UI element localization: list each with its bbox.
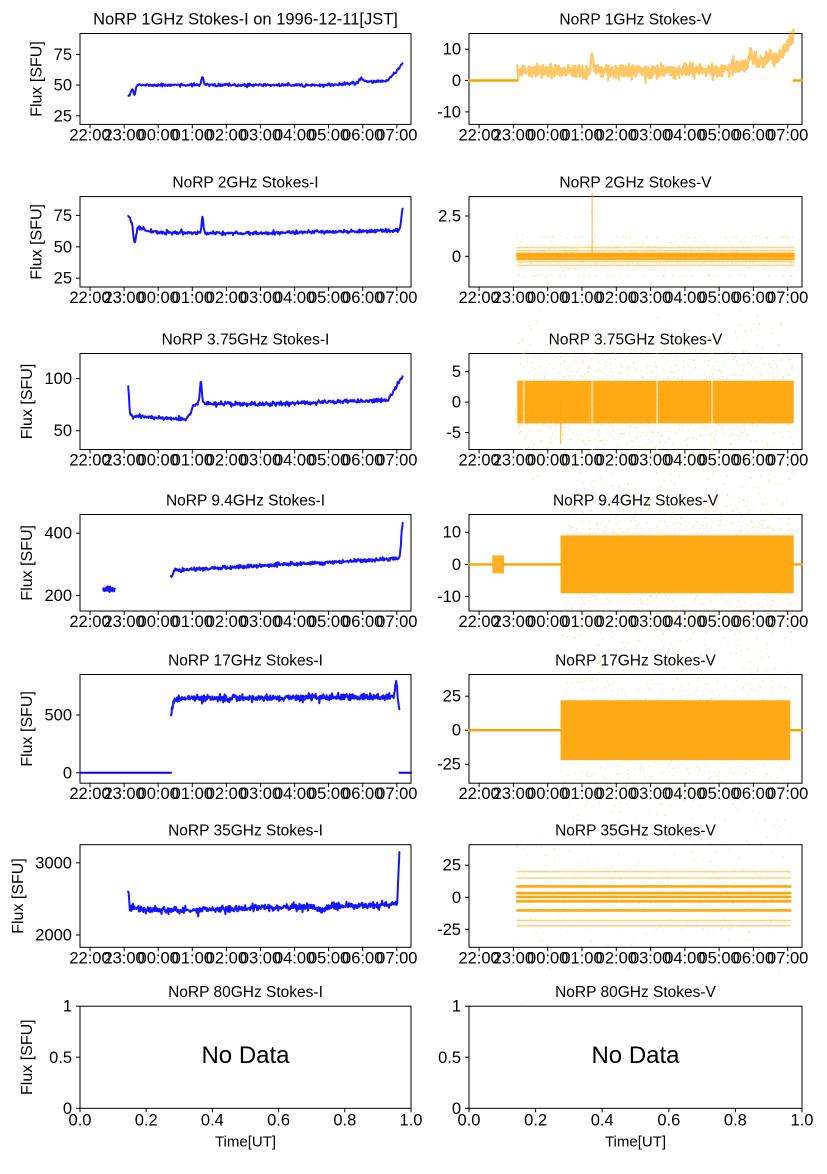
svg-text:07:00: 07:00 xyxy=(376,785,417,803)
svg-text:0.5: 0.5 xyxy=(438,1049,461,1067)
svg-text:25: 25 xyxy=(54,107,72,125)
svg-text:NoRP 2GHz Stokes-I: NoRP 2GHz Stokes-I xyxy=(172,175,318,192)
svg-text:Flux [SFU]: Flux [SFU] xyxy=(19,525,36,601)
svg-text:07:00: 07:00 xyxy=(767,452,808,470)
svg-text:-25: -25 xyxy=(437,756,461,774)
svg-text:0.0: 0.0 xyxy=(69,1111,92,1129)
svg-text:07:00: 07:00 xyxy=(376,452,417,470)
svg-text:0.2: 0.2 xyxy=(524,1111,547,1129)
svg-text:2000: 2000 xyxy=(35,927,72,945)
svg-text:0.2: 0.2 xyxy=(135,1111,158,1129)
svg-text:1.0: 1.0 xyxy=(791,1111,814,1129)
svg-text:400: 400 xyxy=(44,525,72,543)
svg-text:75: 75 xyxy=(54,207,72,225)
svg-text:25: 25 xyxy=(443,857,461,875)
svg-text:Time[UT]: Time[UT] xyxy=(215,1133,276,1150)
svg-text:10: 10 xyxy=(443,524,461,542)
svg-text:100: 100 xyxy=(44,370,72,388)
svg-text:Flux [SFU]: Flux [SFU] xyxy=(19,364,36,440)
svg-text:25: 25 xyxy=(54,270,72,288)
svg-text:-10: -10 xyxy=(437,588,461,606)
svg-text:-5: -5 xyxy=(446,424,461,442)
svg-text:No Data: No Data xyxy=(201,1042,290,1069)
svg-text:07:00: 07:00 xyxy=(767,126,808,144)
svg-text:Flux [SFU]: Flux [SFU] xyxy=(19,691,36,767)
svg-text:07:00: 07:00 xyxy=(767,949,808,967)
svg-text:0: 0 xyxy=(452,248,461,266)
svg-text:0: 0 xyxy=(452,72,461,90)
svg-text:NoRP 9.4GHz Stokes-I: NoRP 9.4GHz Stokes-I xyxy=(166,493,325,510)
svg-text:NoRP 35GHz Stokes-I: NoRP 35GHz Stokes-I xyxy=(168,823,323,840)
svg-text:07:00: 07:00 xyxy=(376,126,417,144)
svg-text:NoRP 1GHz Stokes-V: NoRP 1GHz Stokes-V xyxy=(559,12,712,29)
svg-text:200: 200 xyxy=(44,587,72,605)
svg-text:Flux [SFU]: Flux [SFU] xyxy=(28,41,45,117)
svg-text:0: 0 xyxy=(452,889,461,907)
svg-text:0.4: 0.4 xyxy=(591,1111,614,1129)
svg-text:0: 0 xyxy=(452,722,461,740)
svg-text:0: 0 xyxy=(63,764,72,782)
svg-text:Time[UT]: Time[UT] xyxy=(605,1133,666,1150)
svg-text:NoRP 2GHz Stokes-V: NoRP 2GHz Stokes-V xyxy=(559,175,712,192)
svg-text:NoRP 80GHz Stokes-V: NoRP 80GHz Stokes-V xyxy=(555,984,716,1001)
svg-text:Flux [SFU]: Flux [SFU] xyxy=(28,204,45,280)
svg-text:NoRP 3.75GHz Stokes-I: NoRP 3.75GHz Stokes-I xyxy=(162,332,330,349)
svg-text:5: 5 xyxy=(452,363,461,381)
svg-text:Flux [SFU]: Flux [SFU] xyxy=(19,1019,36,1095)
svg-text:0.5: 0.5 xyxy=(49,1049,72,1067)
svg-text:0.8: 0.8 xyxy=(333,1111,356,1129)
svg-text:07:00: 07:00 xyxy=(767,289,808,307)
svg-text:50: 50 xyxy=(54,238,72,256)
svg-text:50: 50 xyxy=(54,77,72,95)
svg-text:0.4: 0.4 xyxy=(201,1111,224,1129)
svg-text:NoRP 17GHz Stokes-V: NoRP 17GHz Stokes-V xyxy=(555,653,716,670)
svg-text:75: 75 xyxy=(54,46,72,64)
svg-text:NoRP 17GHz Stokes-I: NoRP 17GHz Stokes-I xyxy=(168,653,323,670)
svg-text:50: 50 xyxy=(54,422,72,440)
svg-text:1: 1 xyxy=(63,998,72,1016)
svg-text:0.8: 0.8 xyxy=(724,1111,747,1129)
svg-text:0.6: 0.6 xyxy=(657,1111,680,1129)
svg-text:-25: -25 xyxy=(437,921,461,939)
svg-text:NoRP 35GHz Stokes-V: NoRP 35GHz Stokes-V xyxy=(555,823,716,840)
svg-text:3000: 3000 xyxy=(35,854,72,872)
svg-text:1: 1 xyxy=(452,998,461,1016)
svg-text:1.0: 1.0 xyxy=(400,1111,423,1129)
svg-text:-10: -10 xyxy=(437,103,461,121)
svg-text:0.0: 0.0 xyxy=(458,1111,481,1129)
svg-text:NoRP 1GHz Stokes-I on 1996-12-: NoRP 1GHz Stokes-I on 1996-12-11[JST] xyxy=(93,11,398,29)
svg-text:0: 0 xyxy=(452,556,461,574)
svg-text:Flux [SFU]: Flux [SFU] xyxy=(10,858,27,934)
svg-text:No Data: No Data xyxy=(591,1042,680,1069)
svg-text:25: 25 xyxy=(443,688,461,706)
svg-text:500: 500 xyxy=(44,707,72,725)
svg-text:10: 10 xyxy=(443,41,461,59)
svg-text:2.5: 2.5 xyxy=(438,208,461,226)
svg-text:07:00: 07:00 xyxy=(376,289,417,307)
svg-text:0: 0 xyxy=(452,394,461,412)
svg-text:NoRP 80GHz Stokes-I: NoRP 80GHz Stokes-I xyxy=(168,984,323,1001)
svg-text:07:00: 07:00 xyxy=(376,949,417,967)
svg-text:07:00: 07:00 xyxy=(767,785,808,803)
svg-text:07:00: 07:00 xyxy=(376,613,417,631)
svg-text:0.6: 0.6 xyxy=(267,1111,290,1129)
svg-text:NoRP 3.75GHz Stokes-V: NoRP 3.75GHz Stokes-V xyxy=(549,332,723,349)
